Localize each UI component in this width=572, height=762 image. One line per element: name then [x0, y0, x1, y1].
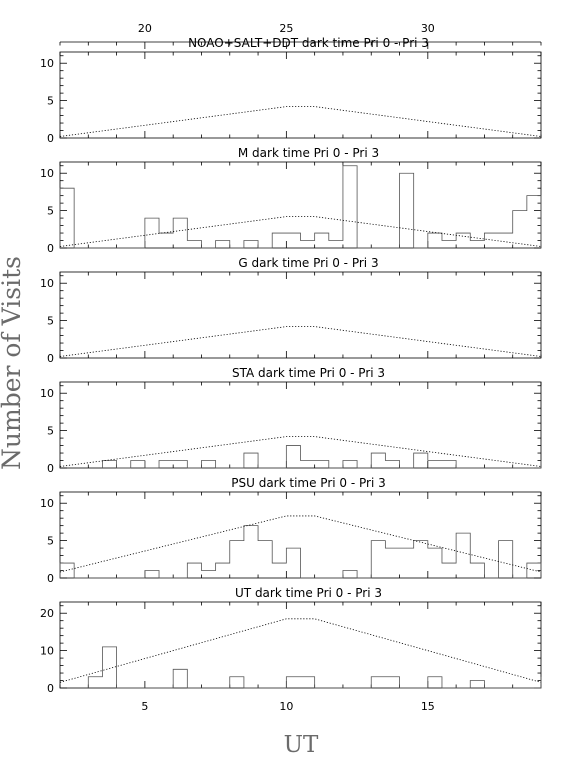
y-tick-label: 5: [47, 205, 54, 218]
panel-title: M dark time Pri 0 - Pri 3: [238, 146, 379, 160]
panel-frame: [59, 51, 542, 139]
envelope-line: [59, 436, 542, 467]
y-tick-label: 5: [47, 315, 54, 328]
panel-frame: [59, 601, 542, 689]
y-tick-label: 0: [47, 242, 54, 255]
histogram-series: [87, 646, 542, 689]
envelope-line: [59, 216, 542, 247]
y-tick-label: 10: [40, 57, 54, 70]
panel-6: UT dark time Pri 0 - Pri 3 0 10 20 5 10 15: [40, 586, 542, 713]
x-axis-label: UT: [284, 732, 319, 758]
x-tick-label: 5: [141, 700, 148, 713]
panel-title: G dark time Pri 0 - Pri 3: [238, 256, 378, 270]
panel-title: STA dark time Pri 0 - Pri 3: [232, 366, 385, 380]
y-tick-label: 0: [47, 132, 54, 145]
y-tick-label: 0: [47, 682, 54, 695]
panel-2: M dark time Pri 0 - Pri 3 0 5 10: [40, 146, 542, 255]
panel-title: PSU dark time Pri 0 - Pri 3: [231, 476, 386, 490]
x-tick-label: 15: [421, 700, 435, 713]
y-tick-label: 5: [47, 95, 54, 108]
histogram-series: [59, 165, 542, 249]
panel-4: STA dark time Pri 0 - Pri 3 0 5 10: [40, 366, 542, 475]
y-tick-label: 20: [40, 607, 54, 620]
y-tick-label: 0: [47, 462, 54, 475]
panel-title: NOAO+SALT+DDT dark time Pri 0 - Pri 3: [188, 36, 429, 50]
y-tick-label: 0: [47, 352, 54, 365]
y-tick-label: 5: [47, 535, 54, 548]
histogram-series: [102, 445, 542, 469]
y-tick-label: 10: [40, 497, 54, 510]
y-axis-label: Number of Visits: [0, 256, 26, 470]
y-tick-label: 10: [40, 645, 54, 658]
envelope-line: [59, 326, 542, 357]
envelope-line: [59, 618, 542, 683]
y-tick-label: 0: [47, 572, 54, 585]
panel-5: PSU dark time Pri 0 - Pri 3 0 5 10: [40, 476, 542, 585]
x-tick-label: 10: [279, 700, 293, 713]
panel-3: G dark time Pri 0 - Pri 3 0 5 10: [40, 256, 542, 365]
panel-frame: [59, 381, 542, 469]
histogram-series: [59, 525, 542, 579]
panel-frame: [59, 271, 542, 359]
y-tick-label: 10: [40, 277, 54, 290]
envelope-line: [59, 515, 542, 573]
envelope-line: [59, 106, 542, 137]
panel-title: UT dark time Pri 0 - Pri 3: [235, 586, 382, 600]
y-tick-label: 10: [40, 387, 54, 400]
panel-1: NOAO+SALT+DDT dark time Pri 0 - Pri 3 0 5 1…: [40, 36, 542, 145]
top-axis-tick-label: 30: [421, 22, 435, 35]
y-tick-label: 10: [40, 167, 54, 180]
top-axis-tick-label: 20: [138, 22, 152, 35]
top-axis-tick-label: 25: [279, 22, 293, 35]
y-tick-label: 5: [47, 425, 54, 438]
